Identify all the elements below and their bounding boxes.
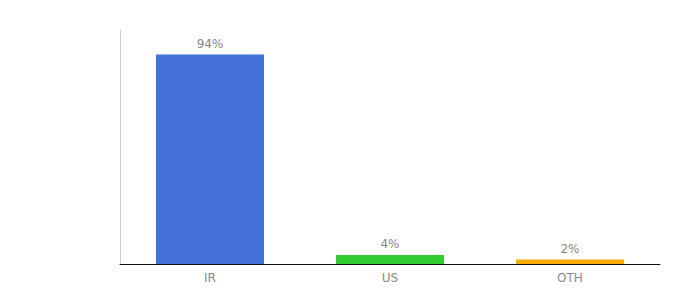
svg-text:2%: 2% bbox=[560, 242, 579, 256]
svg-text:IR: IR bbox=[204, 271, 216, 285]
svg-text:4%: 4% bbox=[380, 237, 399, 251]
svg-text:US: US bbox=[382, 271, 398, 285]
svg-text:94%: 94% bbox=[197, 37, 224, 51]
svg-text:OTH: OTH bbox=[557, 271, 583, 285]
